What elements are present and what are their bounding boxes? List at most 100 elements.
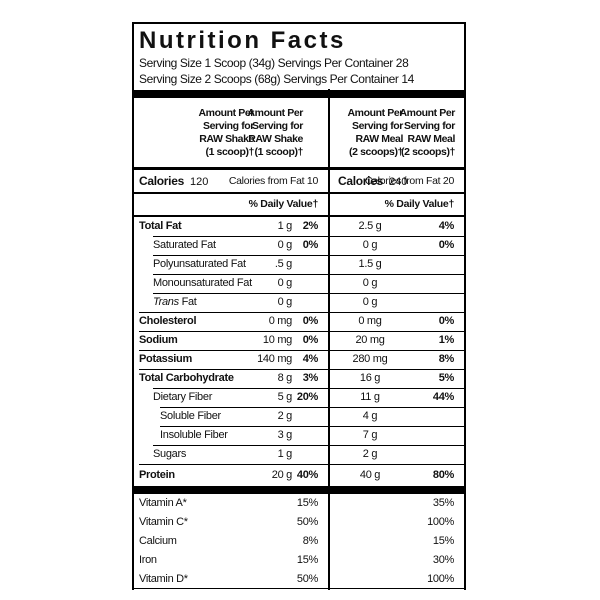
col-header-line: Serving for [351,120,403,132]
serving-size-line-1: Serving Size 1 Scoop (34g) Servings Per … [139,56,409,70]
meal-amount: 0 g [362,296,378,308]
col-header-line: Amount Per [247,107,303,119]
meal-amount: 16 g [359,372,381,384]
calories-row: Calories 120 Calories from Fat 10 Calorie… [134,170,464,192]
vitamin-name: Vitamin D* [139,573,188,585]
shake-daily-value: 3% [302,372,319,384]
meal-daily-value: 80% [432,469,454,481]
col-header-line: Serving for [251,120,303,132]
column-headers: Amount Per Serving for RAW Shake (1 scoo… [134,98,464,167]
separator-below-calories [134,192,464,194]
nutrient-row-protein: Protein 20 g 40% 40 g 80% [134,464,464,486]
nutrient-row-trans-fat: Trans Fat 0 g 0 g [134,293,464,312]
row-separator [139,369,464,370]
col-header-line: RAW Shake [199,133,254,145]
nutrient-name: Protein [139,469,175,481]
shake-daily-value: 15% [296,554,318,566]
nutrient-row-cholesterol: Cholesterol 0 mg 0% 0 mg 0% [134,312,464,331]
vitamin-row-vitamin-a-: Vitamin A* 15% 35% [134,494,464,513]
nutrient-name: Saturated Fat [153,239,216,251]
col-header-meal-dv: Amount Per Serving for RAW Meal (2 scoop… [399,107,455,159]
calories-from-fat-value-shake: 10 [306,175,318,187]
nutrient-name: Monounsaturated Fat [153,277,252,289]
calories-meal: Calories 240 [338,170,407,193]
nutrient-row-total-carbohydrate: Total Carbohydrate 8 g 3% 16 g 5% [134,369,464,388]
nutrient-name: Sodium [139,334,178,346]
row-separator [153,445,464,446]
col-header-line: Amount Per [347,107,403,119]
col-header-line: RAW Meal [407,133,455,145]
shake-daily-value: 15% [296,497,318,509]
nutrient-row-monounsaturated-fat: Monounsaturated Fat 0 g 0 g [134,274,464,293]
calories-from-fat-label-shake: Calories from Fat [228,175,305,187]
separator-below-headers [134,167,464,170]
row-separator [153,388,464,389]
shake-daily-value: 2% [302,220,319,232]
nutrient-name: Sugars [153,448,187,460]
serving-size-line-2: Serving Size 2 Scoops (68g) Servings Per… [139,72,414,86]
vitamin-name: Vitamin A* [139,497,187,509]
separator-below-daily-value [134,215,464,217]
meal-amount: 11 g [360,391,380,403]
row-separator [139,331,464,332]
nutrition-facts-title: Nutrition Facts [139,27,346,54]
row-separator [139,350,464,351]
shake-amount: 8 g [277,372,293,384]
shake-daily-value: 40% [296,469,318,481]
shake-amount: 3 g [277,429,293,441]
meal-amount: 0 g [362,277,378,289]
meal-daily-value: 1% [438,334,455,346]
shake-amount: 1 g [277,448,293,460]
shake-amount: 0 g [277,277,293,289]
nutrient-row-polyunsaturated-fat: Polyunsaturated Fat .5 g 1.5 g [134,255,464,274]
nutrient-name: Soluble Fiber [160,410,221,422]
col-header-line: RAW Shake [248,133,303,145]
nutrient-row-sugars: Sugars 1 g 2 g [134,445,464,464]
row-separator [153,236,464,237]
shake-amount: 0 mg [268,315,293,327]
calories-from-fat-meal: Calories from Fat 20 [365,170,454,192]
calories-shake: Calories 120 [139,170,208,193]
nutrient-name: Potassium [139,353,192,365]
col-header-line: Amount Per [399,107,455,119]
calories-from-fat-value-meal: 20 [442,175,454,187]
nutrient-row-dietary-fiber: Dietary Fiber 5 g 20% 11 g 44% [134,388,464,407]
meal-daily-value: 4% [438,220,455,232]
shake-amount: 0 g [277,239,293,251]
col-header-meal-amount: Amount Per Serving for RAW Meal (2 scoop… [347,107,403,159]
meal-amount: 2.5 g [358,220,382,232]
shake-daily-value: 20% [296,391,318,403]
col-header-line: Serving for [403,120,455,132]
meal-amount: 1.5 g [358,258,382,270]
shake-daily-value: 4% [302,353,319,365]
shake-daily-value: 0% [302,334,319,346]
row-separator [139,312,464,313]
nutrient-row-saturated-fat: Saturated Fat 0 g 0% 0 g 0% [134,236,464,255]
bottom-separator [134,588,464,589]
meal-daily-value: 0% [438,315,455,327]
meal-amount: 2 g [362,448,378,460]
meal-amount: 40 g [359,469,381,481]
col-header-line: (1 scoop)† [254,146,303,158]
nutrient-row-sodium: Sodium 10 mg 0% 20 mg 1% [134,331,464,350]
col-header-line: Amount Per [198,107,254,119]
nutrient-name: Total Fat [139,220,182,232]
meal-amount: 280 mg [352,353,388,365]
meal-daily-value: 5% [438,372,455,384]
col-header-line: Serving for [202,120,254,132]
calories-label-shake: Calories [139,174,184,188]
calories-from-fat-shake: Calories from Fat 10 [229,170,318,192]
shake-amount: 5 g [277,391,293,403]
vitamin-row-calcium: Calcium 8% 15% [134,532,464,551]
meal-amount: 0 g [362,239,378,251]
col-header-line: (2 scoops)† [401,146,455,158]
meal-daily-value: 35% [432,497,454,509]
meal-amount: 20 mg [355,334,385,346]
col-header-line: RAW Meal [355,133,403,145]
shake-amount: 140 mg [257,353,292,365]
nutrient-row-insoluble-fiber: Insoluble Fiber 3 g 7 g [134,426,464,445]
meal-daily-value: 30% [432,554,454,566]
meal-daily-value: 8% [438,353,455,365]
shake-amount: 1 g [277,220,293,232]
